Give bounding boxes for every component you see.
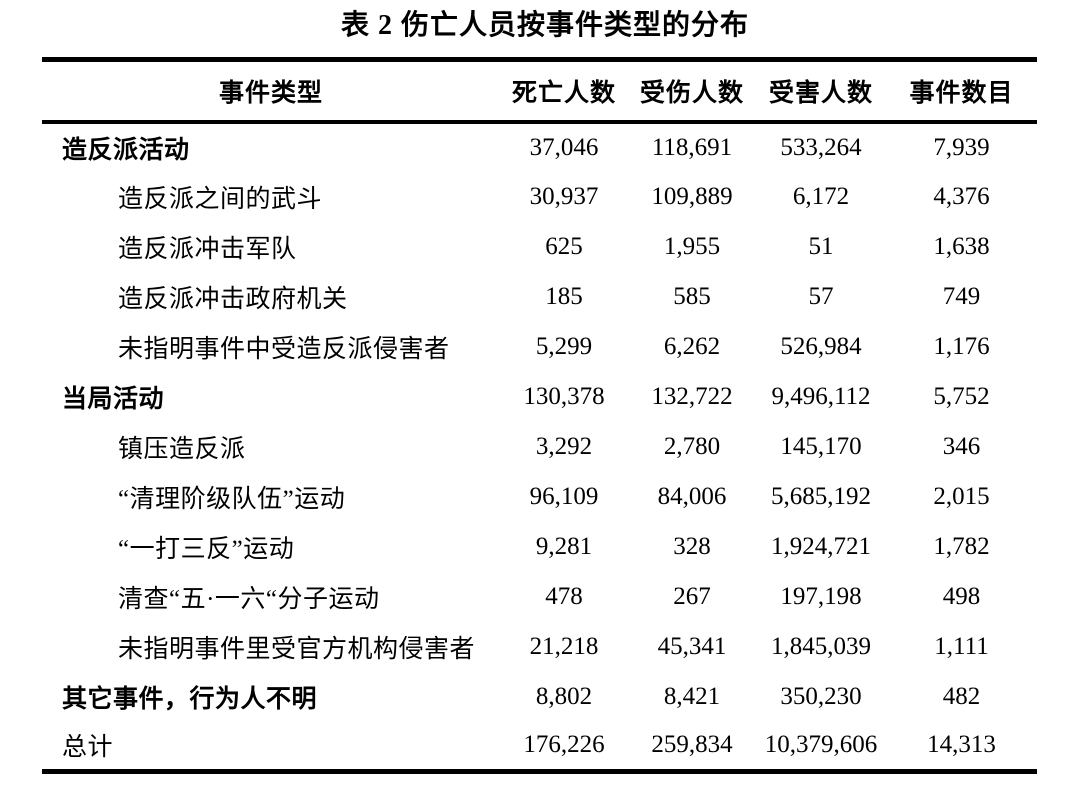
row-value: 45,341 xyxy=(657,632,727,660)
row-value: 109,889 xyxy=(651,182,733,210)
row-value: 5,685,192 xyxy=(771,482,871,510)
row-label: “一打三反”运动 xyxy=(118,535,295,563)
row-value: 2,780 xyxy=(663,432,721,460)
row-value: 328 xyxy=(673,532,711,560)
casualty-table: 事件类型 死亡人数 受伤人数 受害人数 事件数目 造反派活动 37,046 118,691 5… xyxy=(42,57,1037,774)
table-row: 总计 176,226 259,834 10,379,606 14,313 xyxy=(42,722,1037,772)
row-value: 132,722 xyxy=(651,382,733,410)
column-header: 死亡人数 xyxy=(511,79,616,107)
row-value: 585 xyxy=(673,282,711,310)
table-row: 清查“五·一六“分子运动 478 267 197,198 498 xyxy=(42,572,1037,622)
row-value: 145,170 xyxy=(780,432,862,460)
table-row: 造反派冲击政府机关 185 585 57 749 xyxy=(42,272,1037,322)
row-value: 3,292 xyxy=(535,432,593,460)
header-row: 事件类型 死亡人数 受伤人数 受害人数 事件数目 xyxy=(42,60,1037,122)
table-row: 其它事件，行为人不明 8,802 8,421 350,230 482 xyxy=(42,672,1037,722)
row-value: 9,496,112 xyxy=(771,382,871,410)
table-row: “一打三反”运动 9,281 328 1,924,721 1,782 xyxy=(42,522,1037,572)
row-value: 8,802 xyxy=(535,682,593,710)
row-label: 其它事件，行为人不明 xyxy=(62,685,318,713)
column-header: 受伤人数 xyxy=(639,79,744,107)
row-value: 7,939 xyxy=(933,133,990,161)
row-value: 10,379,606 xyxy=(764,731,878,759)
row-value: 1,638 xyxy=(933,232,990,260)
row-value: 1,782 xyxy=(933,532,990,560)
row-value: 185 xyxy=(545,282,583,310)
table-row: 未指明事件里受官方机构侵害者 21,218 45,341 1,845,039 1,111 xyxy=(42,622,1037,672)
table-row: “清理阶级队伍”运动 96,109 84,006 5,685,192 2,015 xyxy=(42,472,1037,522)
row-label: 当局活动 xyxy=(62,385,165,413)
row-label: 造反派冲击军队 xyxy=(118,235,297,263)
row-value: 267 xyxy=(673,582,711,610)
row-label: 造反派活动 xyxy=(62,136,190,164)
row-value: 1,955 xyxy=(663,232,721,260)
row-value: 749 xyxy=(942,282,981,310)
row-label: 未指明事件里受官方机构侵害者 xyxy=(118,635,476,663)
row-value: 8,421 xyxy=(663,682,721,710)
row-value: 1,176 xyxy=(933,332,990,360)
table-row: 造反派之间的武斗 30,937 109,889 6,172 4,376 xyxy=(42,172,1037,222)
row-value: 51 xyxy=(808,232,834,260)
row-value: 350,230 xyxy=(780,682,862,710)
row-value: 197,198 xyxy=(780,582,862,610)
row-value: 4,376 xyxy=(933,182,990,210)
row-value: 21,218 xyxy=(529,632,599,660)
table-body: 造反派活动 37,046 118,691 533,264 7,939 造反派之间的武斗 30… xyxy=(42,122,1037,772)
row-value: 14,313 xyxy=(927,731,996,759)
table-row: 造反派活动 37,046 118,691 533,264 7,939 xyxy=(42,122,1037,172)
row-value: 5,752 xyxy=(933,382,990,410)
row-value: 84,006 xyxy=(657,482,727,510)
row-label: 未指明事件中受造反派侵害者 xyxy=(118,335,450,363)
row-value: 2,015 xyxy=(933,482,990,510)
row-value: 57 xyxy=(808,282,834,310)
row-value: 5,299 xyxy=(535,332,593,360)
row-value: 176,226 xyxy=(523,731,605,759)
table-row: 造反派冲击军队 625 1,955 51 1,638 xyxy=(42,222,1037,272)
table-caption: 表 2 伤亡人员按事件类型的分布 xyxy=(340,10,749,41)
row-value: 6,262 xyxy=(663,332,721,360)
row-value: 96,109 xyxy=(529,482,599,510)
row-value: 9,281 xyxy=(535,532,593,560)
row-label: 造反派冲击政府机关 xyxy=(118,285,348,313)
row-value: 1,924,721 xyxy=(771,532,871,560)
row-value: 482 xyxy=(942,682,981,710)
row-value: 1,111 xyxy=(934,632,989,660)
row-value: 259,834 xyxy=(651,731,733,759)
row-value: 346 xyxy=(942,432,981,460)
row-value: 118,691 xyxy=(651,133,733,161)
row-label: 造反派之间的武斗 xyxy=(118,185,323,213)
row-value: 37,046 xyxy=(529,133,599,161)
row-label: 清查“五·一六“分子运动 xyxy=(118,585,380,613)
row-value: 625 xyxy=(545,232,583,260)
column-header: 受害人数 xyxy=(768,79,873,107)
page: 表 2 伤亡人员按事件类型的分布 事件类型 死亡人数 受伤人数 受害人数 事件数目 造反… xyxy=(0,8,1090,807)
row-value: 526,984 xyxy=(780,332,862,360)
row-value: 533,264 xyxy=(780,133,862,161)
row-value: 478 xyxy=(545,582,583,610)
column-header-event-type: 事件类型 xyxy=(218,79,323,107)
column-header: 事件数目 xyxy=(909,79,1014,107)
table-row: 当局活动 130,378 132,722 9,496,112 5,752 xyxy=(42,372,1037,422)
row-value: 6,172 xyxy=(792,182,850,210)
table-row: 未指明事件中受造反派侵害者 5,299 6,262 526,984 1,176 xyxy=(42,322,1037,372)
table-header: 事件类型 死亡人数 受伤人数 受害人数 事件数目 xyxy=(42,60,1037,122)
row-value: 30,937 xyxy=(529,182,599,210)
row-value: 1,845,039 xyxy=(771,632,871,660)
row-label: 总计 xyxy=(62,734,114,762)
row-value: 130,378 xyxy=(523,382,605,410)
table-row: 镇压造反派 3,292 2,780 145,170 346 xyxy=(42,422,1037,472)
row-label: “清理阶级队伍”运动 xyxy=(118,485,346,513)
row-value: 498 xyxy=(942,582,981,610)
row-label: 镇压造反派 xyxy=(118,435,246,463)
